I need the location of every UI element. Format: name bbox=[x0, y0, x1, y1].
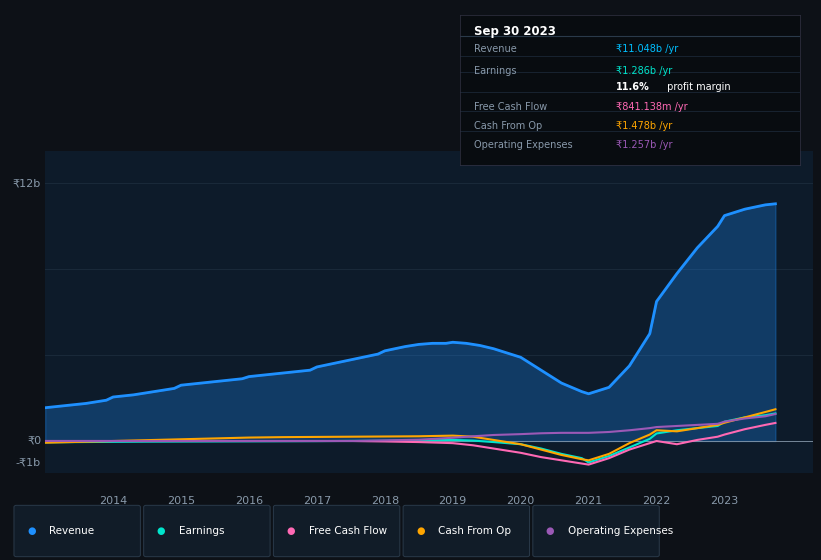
Text: Cash From Op: Cash From Op bbox=[438, 526, 511, 536]
Text: Sep 30 2023: Sep 30 2023 bbox=[474, 26, 556, 39]
Text: ₹11.048b /yr: ₹11.048b /yr bbox=[617, 44, 679, 54]
Text: ₹1.286b /yr: ₹1.286b /yr bbox=[617, 66, 672, 76]
Text: 2015: 2015 bbox=[167, 496, 195, 506]
Text: 2018: 2018 bbox=[371, 496, 399, 506]
Text: 2017: 2017 bbox=[303, 496, 331, 506]
Text: Earnings: Earnings bbox=[474, 66, 516, 76]
Text: 2022: 2022 bbox=[642, 496, 671, 506]
Text: Revenue: Revenue bbox=[474, 44, 516, 54]
Text: ●: ● bbox=[287, 526, 295, 536]
Text: 2020: 2020 bbox=[507, 496, 534, 506]
Text: Free Cash Flow: Free Cash Flow bbox=[309, 526, 387, 536]
Text: 2023: 2023 bbox=[710, 496, 739, 506]
Text: 2014: 2014 bbox=[99, 496, 127, 506]
Text: Operating Expenses: Operating Expenses bbox=[474, 141, 572, 151]
Text: ₹0: ₹0 bbox=[27, 436, 41, 446]
Text: 2021: 2021 bbox=[575, 496, 603, 506]
Text: 2016: 2016 bbox=[235, 496, 263, 506]
Text: 11.6%: 11.6% bbox=[617, 82, 650, 92]
Text: ●: ● bbox=[27, 526, 35, 536]
Text: Operating Expenses: Operating Expenses bbox=[568, 526, 673, 536]
Text: Cash From Op: Cash From Op bbox=[474, 121, 542, 131]
Text: ₹1.478b /yr: ₹1.478b /yr bbox=[617, 121, 672, 131]
Text: ₹12b: ₹12b bbox=[13, 179, 41, 188]
Text: 2019: 2019 bbox=[438, 496, 467, 506]
Text: Free Cash Flow: Free Cash Flow bbox=[474, 101, 547, 111]
Text: ₹841.138m /yr: ₹841.138m /yr bbox=[617, 101, 688, 111]
Text: Revenue: Revenue bbox=[49, 526, 94, 536]
Text: profit margin: profit margin bbox=[664, 82, 731, 92]
Text: ●: ● bbox=[416, 526, 424, 536]
Text: ●: ● bbox=[546, 526, 554, 536]
Text: -₹1b: -₹1b bbox=[16, 458, 41, 468]
Text: ●: ● bbox=[157, 526, 165, 536]
Text: Earnings: Earnings bbox=[179, 526, 224, 536]
Text: ₹1.257b /yr: ₹1.257b /yr bbox=[617, 141, 673, 151]
